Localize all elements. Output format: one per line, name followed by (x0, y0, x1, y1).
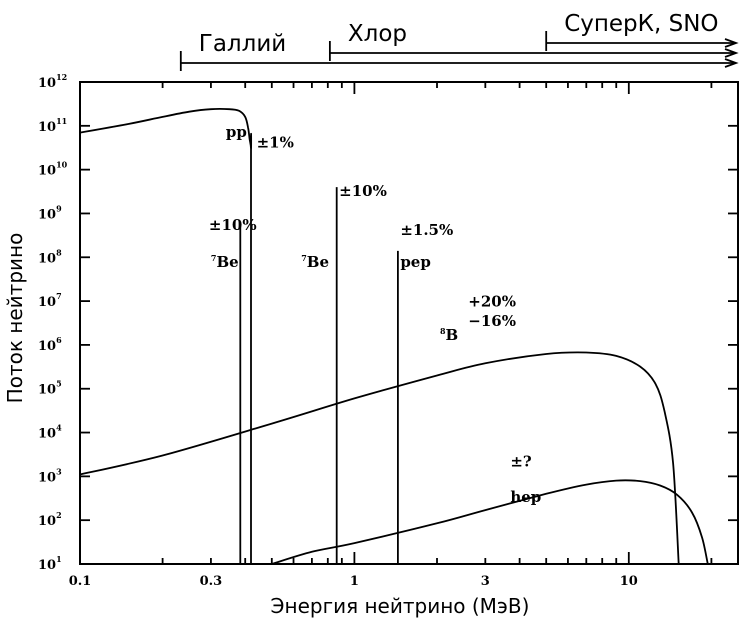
annotation-label: ±1% (257, 134, 294, 152)
y-tick-label: 1010 (38, 160, 68, 179)
x-tick-label: 10 (620, 574, 638, 589)
x-tick-label: 0.3 (200, 574, 223, 589)
series-curve (271, 479, 709, 565)
annotation-label: pep (400, 253, 431, 271)
threshold-arrows: Галлий Хлор СуперК, SNO (179, 11, 739, 71)
threshold-label: Хлор (348, 21, 407, 47)
y-tick-label: 1012 (38, 72, 67, 91)
y-axis-title: Поток нейтрино (3, 233, 27, 404)
y-tick-label: 101 (38, 554, 62, 573)
annotation-label: ±1.5% (400, 221, 453, 239)
data-series (79, 108, 709, 565)
annotation-label: ±? (510, 452, 532, 470)
annotation-label: 8B (440, 326, 458, 344)
y-tick-label: 103 (38, 466, 62, 485)
annotation-label: −16% (468, 312, 516, 330)
axis-ticks (79, 81, 738, 565)
annotation-label: ±10% (209, 216, 257, 234)
annotation-label: 7Be (301, 253, 329, 271)
y-tick-label: 107 (38, 291, 62, 310)
annotations: pp ±1% ±10% 7Be 7Be ±10% ±1.5% pep +20%−16% 8B ±? h… (209, 123, 541, 506)
annotation-label: hep (510, 488, 541, 506)
arrow-head (724, 48, 739, 58)
y-tick-label: 109 (38, 203, 62, 222)
y-tick-label: 104 (38, 423, 62, 442)
y-tick-label: 106 (38, 335, 62, 354)
y-tick-label: 108 (38, 247, 62, 266)
annotation-label: pp (226, 123, 247, 141)
series-curve (79, 351, 680, 565)
y-tick-label: 1011 (38, 116, 67, 135)
x-tick-label: 0.1 (69, 574, 92, 589)
threshold-label: СуперК, SNO (564, 11, 718, 37)
arrow-head (724, 58, 739, 68)
plot-frame (79, 81, 739, 565)
series-curve (79, 108, 253, 564)
x-tick-label: 1 (350, 574, 359, 589)
annotation-label: 7Be (211, 253, 239, 271)
annotation-label: ±10% (339, 182, 387, 200)
x-tick-label: 3 (481, 574, 490, 589)
x-axis-title: Энергия нейтрино (МэВ) (271, 594, 530, 618)
arrow-head (724, 38, 739, 48)
annotation-label: +20% (468, 293, 516, 311)
y-tick-labels: 101 102 103 104 105 106 107 108 109 1010 1011 1012 (38, 72, 68, 573)
y-tick-label: 102 (38, 510, 62, 529)
x-tick-labels: 0.1 0.3 1 3 10 (69, 574, 638, 589)
threshold-label: Галлий (199, 31, 286, 57)
y-tick-label: 105 (38, 379, 62, 398)
